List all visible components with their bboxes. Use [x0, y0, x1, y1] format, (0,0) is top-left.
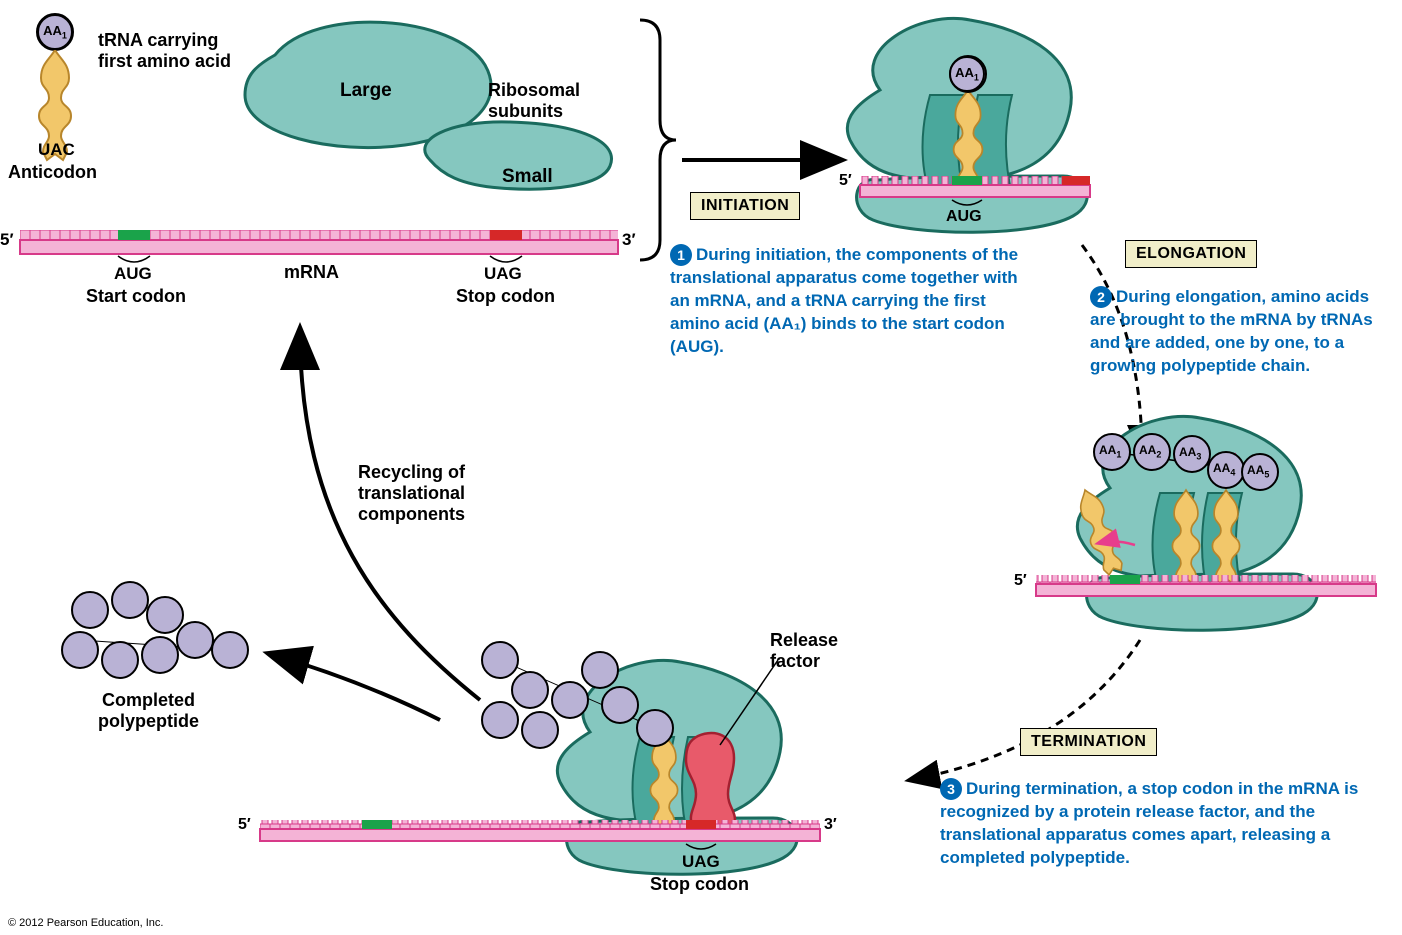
aa3-e: AA3 [1179, 445, 1201, 461]
elongation-tag: ELONGATION [1125, 240, 1257, 268]
uag-term: UAG [682, 852, 720, 872]
mrna-top [20, 230, 618, 262]
step2-num: 2 [1090, 286, 1112, 308]
uac-label: UAC [38, 140, 75, 160]
step2-text: During elongation, amino acids are broug… [1090, 287, 1373, 375]
aa1-e: AA1 [1099, 443, 1121, 459]
release-factor-label: Release factor [770, 630, 838, 672]
step1-caption: 1During initiation, the components of th… [670, 244, 1020, 359]
step1-num: 1 [670, 244, 692, 266]
initiation-tag: INITIATION [690, 192, 800, 220]
aa4-e: AA4 [1213, 461, 1235, 477]
aa1-init: AA1 [949, 56, 985, 92]
5p-elong: 5′ [1014, 572, 1027, 590]
trna-label: tRNA carrying first amino acid [98, 30, 231, 72]
uag-label: UAG [484, 264, 522, 284]
termination-complex [557, 660, 797, 874]
large-label: Large [340, 80, 392, 102]
arrow-to-completed [270, 654, 440, 720]
step3-num: 3 [940, 778, 962, 800]
step3-caption: 3During termination, a stop codon in the… [940, 778, 1370, 870]
recycling-label: Recycling of translational components [358, 462, 465, 525]
5p-term: 5′ [238, 816, 251, 834]
aa5-e: AA5 [1247, 463, 1269, 479]
stop-codon-label: Stop codon [456, 286, 555, 307]
ribosomal-subunits-label: Ribosomal subunits [488, 80, 580, 122]
step2-caption: 2During elongation, amino acids are brou… [1090, 286, 1395, 378]
stop-codon-term: Stop codon [650, 874, 749, 895]
aa1-top: AA1 [37, 14, 73, 50]
copyright: © 2012 Pearson Education, Inc. [8, 917, 163, 929]
3p-top: 3′ [622, 230, 636, 250]
aa2-e: AA2 [1139, 443, 1161, 459]
aug-label: AUG [114, 264, 152, 284]
anticodon-label: Anticodon [8, 162, 97, 183]
start-codon-label: Start codon [86, 286, 186, 307]
3p-term: 3′ [824, 816, 837, 834]
step1-text: During initiation, the components of the… [670, 245, 1018, 356]
completed-polypeptide-shape [62, 582, 248, 678]
initiation-complex [847, 18, 1087, 232]
termination-tag: TERMINATION [1020, 728, 1157, 756]
step3-text: During termination, a stop codon in the … [940, 779, 1358, 867]
mrna-elongation [1036, 575, 1376, 596]
small-label: Small [502, 166, 553, 188]
5p-top: 5′ [0, 230, 14, 250]
mrna-label: mRNA [284, 262, 339, 283]
components-brace [640, 20, 676, 260]
5p-init: 5′ [839, 172, 852, 190]
arrow-to-termination [910, 640, 1140, 780]
completed-poly-label: Completed polypeptide [98, 690, 199, 732]
aug-init: AUG [946, 208, 982, 226]
